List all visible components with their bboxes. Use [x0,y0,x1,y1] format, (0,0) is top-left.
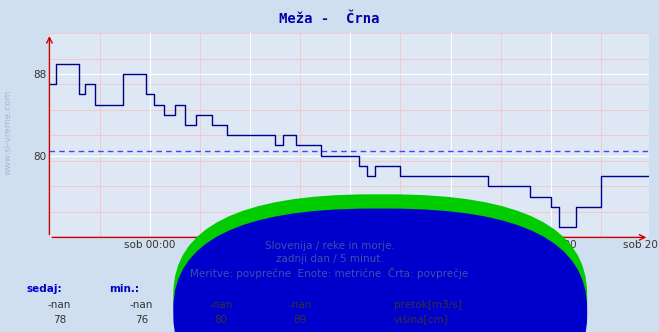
Text: povpr.:: povpr.: [188,284,229,294]
Text: Slovenija / reke in morje.: Slovenija / reke in morje. [264,241,395,251]
Text: zadnji dan / 5 minut.: zadnji dan / 5 minut. [275,254,384,264]
Text: -nan: -nan [288,300,312,310]
Text: Meža -  Črna: Meža - Črna [372,284,445,294]
Text: 89: 89 [293,315,306,325]
Text: višina[cm]: višina[cm] [394,315,449,325]
Text: maks.:: maks.: [267,284,306,294]
Text: www.si-vreme.com: www.si-vreme.com [4,90,13,176]
Text: 80: 80 [214,315,227,325]
Text: min.:: min.: [109,284,139,294]
Text: -nan: -nan [209,300,233,310]
Text: -nan: -nan [130,300,154,310]
Text: -nan: -nan [47,300,71,310]
Text: 76: 76 [135,315,148,325]
Text: Meritve: povprečne  Enote: metrične  Črta: povprečje: Meritve: povprečne Enote: metrične Črta:… [190,267,469,279]
Text: pretok[m3/s]: pretok[m3/s] [394,300,462,310]
Text: sedaj:: sedaj: [26,284,62,294]
Text: 78: 78 [53,315,66,325]
Text: Meža -  Črna: Meža - Črna [279,12,380,26]
